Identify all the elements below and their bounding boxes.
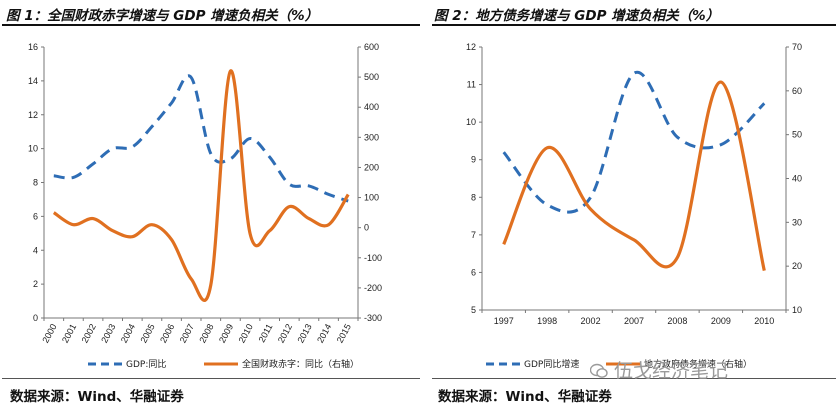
- x-tick-label: 2011: [257, 322, 275, 344]
- y-left-tick-label: 9: [471, 155, 476, 165]
- x-tick-label: 2012: [276, 322, 294, 344]
- y-right-tick-label: -100: [364, 253, 382, 263]
- x-tick-label: 2001: [60, 322, 78, 344]
- x-tick-label: 2013: [295, 322, 313, 344]
- y-right-tick-label: 60: [792, 86, 802, 96]
- series-line-gdp: [502, 70, 766, 214]
- x-tick-label: 2000: [40, 322, 58, 344]
- wechat-icon: [590, 363, 608, 378]
- y-left-tick-label: 7: [471, 230, 476, 240]
- y-left-tick-label: 5: [471, 305, 476, 315]
- x-tick-label: 2009: [217, 322, 235, 344]
- y-left-tick-label: 0: [33, 313, 38, 323]
- y-left-tick-label: 10: [28, 144, 38, 154]
- source-note-right: 数据来源：Wind、华融证券: [438, 389, 612, 405]
- y-right-tick-label: 70: [792, 42, 802, 52]
- legend-label: 全国财政赤字：同比（右轴）: [242, 358, 359, 370]
- x-tick-label: 1997: [494, 316, 514, 326]
- watermark-text: 伍戈经济笔记: [614, 360, 729, 382]
- y-right-tick-label: 600: [364, 42, 379, 52]
- y-left-tick-label: 6: [471, 267, 476, 277]
- y-left-tick-label: 4: [33, 245, 38, 255]
- y-right-tick-label: 50: [792, 130, 802, 140]
- x-tick-label: 2009: [711, 316, 731, 326]
- y-left-tick-label: 8: [33, 178, 38, 188]
- series-line-deficit: [502, 80, 766, 271]
- chart-left: 0 2 4 6 8 10 12 14 16 -300 -200 -100 0 100 200 300 400 50…: [28, 42, 382, 370]
- x-tick-label: 2004: [119, 322, 137, 344]
- x-tick-label: 2002: [80, 322, 98, 344]
- title-rule-left: [2, 24, 420, 26]
- x-tick-label: 1998: [537, 316, 557, 326]
- y-left-tick-label: 2: [33, 279, 38, 289]
- y-right-tick-label: 30: [792, 217, 802, 227]
- legend-label: GDP同比增速: [524, 358, 579, 370]
- y-right-tick-label: 400: [364, 102, 379, 112]
- y-right-tick-label: 500: [364, 72, 379, 82]
- x-tick-label: 2003: [99, 322, 117, 344]
- legend-label: GDP:同比: [126, 358, 166, 370]
- source-note-left: 数据来源：Wind、华融证券: [10, 389, 184, 405]
- y-left-tick-label: 11: [467, 80, 476, 90]
- x-tick-label: 2007: [178, 322, 196, 344]
- chart-right: 5 6 7 8 9 10 11 12 10 20 30 40 50 60 70 1997 1998 2002 200…: [466, 42, 802, 370]
- x-tick-label: 2002: [581, 316, 601, 326]
- y-right-tick-label: 10: [792, 305, 802, 315]
- x-tick-label: 2007: [624, 316, 644, 326]
- chart-panel-left: 图 1：全国财政赤字增速与 GDP 增速负相关（%） 0 2 4 6 8 10 12 14 16…: [2, 8, 420, 405]
- chart-title-left: 图 1：全国财政赤字增速与 GDP 增速负相关（%）: [6, 8, 319, 24]
- y-right-tick-label: 0: [364, 223, 369, 233]
- y-left-tick-label: 12: [466, 42, 476, 52]
- y-left-tick-label: 10: [466, 117, 476, 127]
- x-tick-label: 2008: [197, 322, 215, 344]
- x-tick-label: 2015: [335, 322, 353, 344]
- chart-panel-right: 图 2：地方债务增速与 GDP 增速负相关（%） 5 6 7 8 9 10 11 12 10 20…: [428, 0, 840, 420]
- watermark: 伍戈经济笔记: [590, 356, 728, 383]
- x-tick-label: 2010: [754, 316, 774, 326]
- source-rule-left: [2, 378, 420, 379]
- series-line-deficit: [52, 69, 350, 302]
- title-rule-right: [432, 24, 836, 26]
- y-right-tick-label: 100: [364, 193, 379, 203]
- y-right-tick-label: -200: [364, 283, 382, 293]
- x-tick-label: 2010: [237, 322, 255, 344]
- y-left-tick-label: 8: [471, 192, 476, 202]
- y-right-tick-label: 300: [364, 132, 379, 142]
- y-right-tick-label: 20: [792, 261, 802, 271]
- x-tick-label: 2006: [158, 322, 176, 344]
- y-left-tick-label: 16: [28, 42, 38, 52]
- legend-label: 地方政府债务增速（右轴）: [644, 358, 752, 370]
- chart-title-right: 图 2：地方债务增速与 GDP 增速负相关（%）: [434, 8, 720, 24]
- y-right-tick-label: 40: [792, 174, 802, 184]
- y-left-tick-label: 14: [28, 76, 38, 86]
- y-right-tick-label: -300: [364, 313, 382, 323]
- y-right-tick-label: 200: [364, 162, 379, 172]
- x-tick-label: 2005: [138, 322, 156, 344]
- series-line-gdp: [53, 74, 349, 203]
- y-left-tick-label: 6: [33, 211, 38, 221]
- y-left-tick-label: 12: [28, 110, 38, 120]
- source-rule-right: [432, 378, 836, 379]
- x-tick-label: 2014: [315, 322, 333, 344]
- x-tick-label: 2008: [667, 316, 687, 326]
